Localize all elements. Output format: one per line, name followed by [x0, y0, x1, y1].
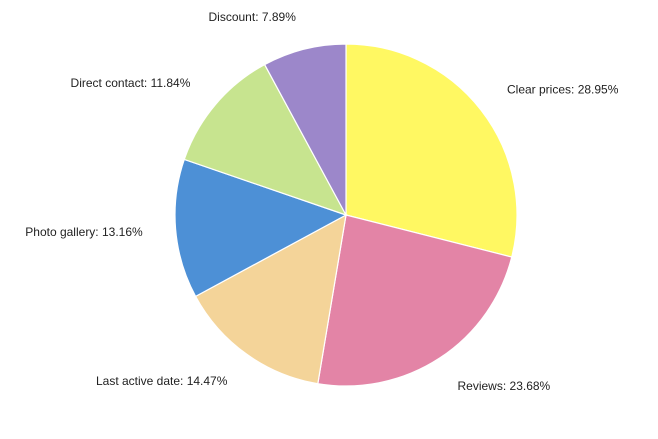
pie-label-clear-prices: Clear prices: 28.95% [507, 83, 619, 97]
pie-slice-clear-prices [345, 43, 518, 258]
pie-label-photo-gallery: Photo gallery: 13.16% [25, 225, 143, 239]
pie-label-reviews: Reviews: 23.68% [458, 379, 551, 393]
pie-label-last-active-date: Last active date: 14.47% [96, 374, 228, 388]
pie-slice-photo-gallery [174, 158, 348, 298]
pie-slice-direct-contact [183, 63, 348, 217]
pie-slice-discount [263, 43, 347, 216]
pie-label-direct-contact: Direct contact: 11.84% [71, 76, 191, 90]
pie-slice-last-active-date [194, 213, 347, 385]
pie-label-discount: Discount: 7.89% [209, 10, 297, 24]
pie-slice-reviews [317, 214, 513, 387]
pie-labels: Clear prices: 28.95% Reviews: 23.68% Last … [25, 10, 618, 393]
pie-slices [174, 43, 518, 387]
